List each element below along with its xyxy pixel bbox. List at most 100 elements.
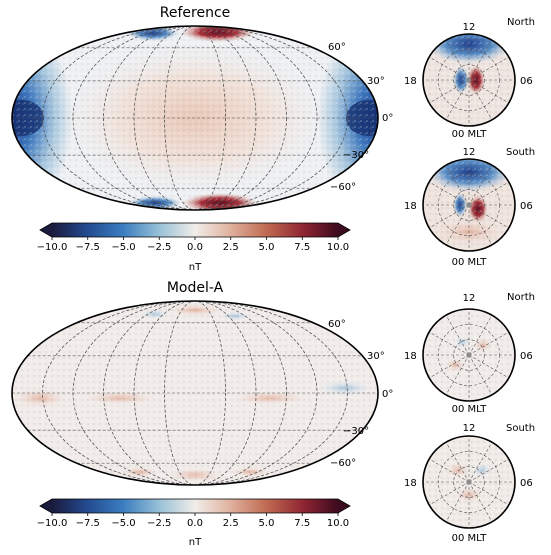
- polar-spoke: [445, 40, 470, 81]
- model-north-polar: [422, 308, 516, 402]
- pole-dot: [466, 479, 472, 485]
- polar-spoke: [468, 204, 493, 245]
- polar-spoke: [429, 79, 470, 104]
- polar-spoke: [468, 354, 509, 379]
- polar-spoke: [429, 354, 470, 379]
- colorbar-tick-label: 2.5: [223, 242, 239, 253]
- reference-map-outline: [11, 25, 379, 211]
- polar-spoke: [445, 315, 470, 356]
- model-north-right-label: 06: [520, 351, 533, 362]
- polar-spoke: [468, 79, 493, 120]
- ref-south-polar: [422, 158, 516, 252]
- polar-spoke: [429, 458, 470, 483]
- colorbar-tick-label: −7.5: [76, 518, 100, 529]
- colorbar-tick-label: 10.0: [327, 242, 349, 253]
- model-south-polar: [422, 435, 516, 529]
- ref-lat-label-30: 30°: [367, 76, 385, 87]
- colorbar-tick-label: 2.5: [223, 518, 239, 529]
- ref-north-left-label: 18: [404, 76, 417, 87]
- model-lat-label-m30: −30°: [343, 426, 369, 437]
- model-south-left-label: 18: [404, 478, 417, 489]
- ref-south-left-label: 18: [404, 201, 417, 212]
- ref-colorbar-ticks: −10.0 −7.5 −5.0 −2.5 0.0 2.5 5.0 7.5 10.0: [37, 237, 349, 253]
- model-north-left-label: 18: [404, 351, 417, 362]
- model-south-bottom-label: 00 MLT: [452, 533, 488, 544]
- model-north-top-label: 12: [463, 293, 476, 304]
- polar-spoke: [429, 331, 470, 356]
- model-colorbar: [39, 498, 351, 514]
- ref-north-polar: [422, 33, 516, 127]
- ref-colorbar-label: nT: [189, 262, 202, 273]
- polar-spoke: [445, 442, 470, 483]
- pole-dot: [466, 352, 472, 358]
- model-a-graticule: [12, 301, 378, 485]
- polar-spoke: [468, 79, 509, 104]
- colorbar-tick-label: −5.0: [111, 518, 135, 529]
- ref-north-top-label: 12: [463, 22, 476, 33]
- polar-spoke: [468, 331, 509, 356]
- title-reference: Reference: [160, 5, 231, 21]
- colorbar-tick-label: −2.5: [147, 518, 171, 529]
- ref-colorbar: [39, 222, 351, 238]
- colorbar-tick-label: −5.0: [111, 242, 135, 253]
- polar-spoke: [429, 56, 470, 81]
- model-south-right-label: 06: [520, 478, 533, 489]
- model-south-hemisphere: South: [506, 423, 535, 434]
- polar-spoke: [468, 181, 509, 206]
- ref-north-bottom-label: 00 MLT: [452, 129, 488, 140]
- colorbar-tick-label: 7.5: [294, 242, 310, 253]
- model-lat-label-m60: −60°: [330, 458, 356, 469]
- pole-dot: [466, 202, 472, 208]
- polar-spoke: [468, 165, 493, 206]
- colorbar-tick-label: 0.0: [187, 518, 203, 529]
- ref-south-right-label: 06: [520, 201, 533, 212]
- ref-south-hemisphere: South: [506, 147, 535, 158]
- colorbar-tick-label: −7.5: [76, 242, 100, 253]
- polar-spoke: [468, 354, 493, 395]
- polar-spoke: [468, 481, 509, 506]
- model-lat-label-60: 60°: [328, 319, 346, 330]
- model-lat-label-0: 0°: [382, 389, 393, 400]
- colorbar-tick-label: 5.0: [259, 518, 275, 529]
- polar-spoke: [445, 165, 470, 206]
- colorbar-tick-label: −10.0: [37, 518, 68, 529]
- polar-spoke: [429, 181, 470, 206]
- pole-dot: [466, 77, 472, 83]
- meridian-line: [164, 301, 226, 485]
- ref-south-top-label: 12: [463, 147, 476, 158]
- colorbar-tick-label: 10.0: [327, 518, 349, 529]
- reference-graticule: [12, 26, 378, 210]
- model-north-hemisphere: North: [507, 292, 535, 303]
- ref-lat-label-60: 60°: [328, 42, 346, 53]
- polar-spoke: [445, 204, 470, 245]
- ref-north-hemisphere: North: [507, 17, 535, 28]
- polar-spoke: [468, 481, 493, 522]
- meridian-line: [164, 26, 226, 210]
- model-south-top-label: 12: [463, 423, 476, 434]
- polar-spoke: [468, 315, 493, 356]
- colorbar-tick-label: 7.5: [294, 518, 310, 529]
- polar-spoke: [429, 204, 470, 229]
- polar-spoke: [468, 442, 493, 483]
- ref-lat-label-m60: −60°: [330, 182, 356, 193]
- colorbar-tick-label: 5.0: [259, 242, 275, 253]
- ref-lat-label-m30: −30°: [343, 150, 369, 161]
- model-a-map-outline: [11, 300, 379, 486]
- colorbar-tick-label: 0.0: [187, 242, 203, 253]
- colorbar-tick-label: −10.0: [37, 242, 68, 253]
- polar-spoke: [468, 458, 509, 483]
- ref-lat-label-0: 0°: [382, 113, 393, 124]
- model-colorbar-ticks: −10.0 −7.5 −5.0 −2.5 0.0 2.5 5.0 7.5 10.0: [37, 513, 349, 529]
- polar-spoke: [445, 354, 470, 395]
- ref-north-right-label: 06: [520, 76, 533, 87]
- polar-spoke: [468, 204, 509, 229]
- polar-spoke: [468, 40, 493, 81]
- polar-spoke: [445, 79, 470, 120]
- title-model-a: Model-A: [167, 280, 224, 296]
- colorbar-tick-label: −2.5: [147, 242, 171, 253]
- model-north-bottom-label: 00 MLT: [452, 404, 488, 415]
- polar-spoke: [429, 481, 470, 506]
- model-colorbar-label: nT: [189, 537, 202, 548]
- ref-south-bottom-label: 00 MLT: [452, 257, 488, 268]
